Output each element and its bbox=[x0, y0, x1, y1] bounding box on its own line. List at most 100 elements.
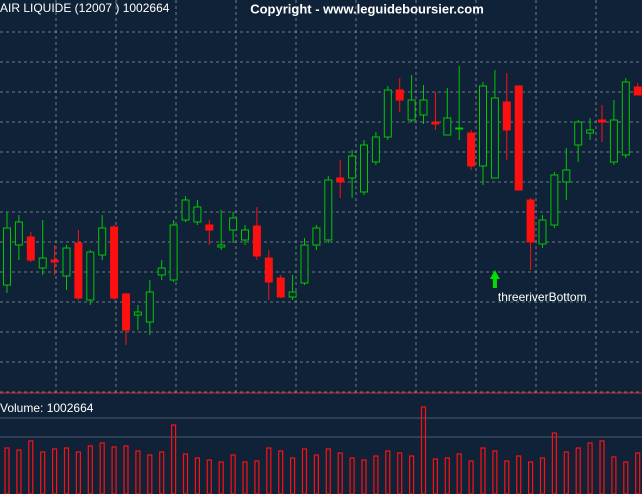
volume-bar bbox=[409, 455, 415, 494]
volume-bar bbox=[75, 451, 82, 494]
volume-bar bbox=[599, 440, 605, 494]
candle-body bbox=[419, 99, 428, 116]
candle-body bbox=[38, 257, 47, 269]
volume-bar bbox=[551, 432, 558, 494]
volume-bar bbox=[325, 448, 331, 494]
candle-body bbox=[264, 257, 273, 283]
volume-bar bbox=[492, 450, 498, 494]
candle-body bbox=[133, 311, 142, 316]
annotation: threeriverBottom bbox=[498, 290, 587, 304]
volume-bar bbox=[587, 442, 593, 494]
candle-body bbox=[360, 144, 368, 193]
volume-bar bbox=[444, 457, 450, 494]
candle-body bbox=[443, 117, 452, 136]
volume-label: Volume: 1002664 bbox=[0, 401, 94, 415]
volume-bar bbox=[290, 457, 296, 494]
volume-bar bbox=[182, 453, 189, 494]
candle-body bbox=[336, 177, 345, 183]
volume-bar bbox=[397, 452, 403, 494]
volume-bar bbox=[87, 445, 93, 494]
volume-bar bbox=[468, 460, 474, 494]
volume-bar bbox=[230, 454, 236, 494]
candle-body bbox=[62, 247, 71, 277]
volume-bar bbox=[123, 445, 129, 494]
candle-body bbox=[514, 85, 523, 191]
volume-bar bbox=[28, 440, 34, 494]
instrument-label: AIR LIQUIDE (12007 ) 1002664 bbox=[0, 1, 170, 15]
volume-bar bbox=[480, 447, 486, 494]
volume-bar bbox=[611, 456, 617, 494]
volume-bar bbox=[171, 424, 177, 494]
candle-body bbox=[574, 121, 583, 146]
volume-bar bbox=[420, 406, 427, 494]
volume-bar bbox=[504, 460, 510, 494]
volume-bar bbox=[40, 451, 46, 494]
candle-body bbox=[598, 119, 606, 123]
volume-bar bbox=[432, 458, 438, 494]
candle-body bbox=[26, 236, 35, 261]
candle-body bbox=[562, 169, 571, 183]
volume-bar bbox=[194, 457, 200, 494]
candle-body bbox=[241, 229, 249, 241]
volume-bar bbox=[539, 457, 546, 494]
volume-bar bbox=[206, 459, 212, 494]
volume-bar bbox=[301, 448, 308, 494]
candle-body bbox=[3, 227, 11, 286]
candle-body bbox=[550, 174, 559, 226]
candle-body bbox=[193, 206, 202, 223]
candle-body bbox=[609, 119, 618, 163]
volume-bar bbox=[51, 448, 58, 494]
candle-body bbox=[383, 89, 392, 138]
candle-body bbox=[14, 221, 23, 246]
candle-body bbox=[145, 291, 154, 323]
volume-bar bbox=[516, 455, 522, 494]
volume-bar bbox=[313, 454, 319, 494]
volume-bar bbox=[575, 447, 581, 494]
volume-bar bbox=[527, 461, 534, 494]
volume-bar bbox=[218, 461, 224, 494]
volume-bar bbox=[563, 451, 569, 494]
signal-arrow bbox=[489, 270, 500, 288]
volume-bar bbox=[278, 450, 284, 494]
candle-body bbox=[455, 127, 464, 130]
volume-bar bbox=[623, 461, 629, 494]
candle-body bbox=[74, 242, 83, 299]
volume-bar bbox=[16, 449, 22, 494]
volume-bar bbox=[373, 455, 379, 494]
candle-body bbox=[50, 259, 59, 263]
candle-body bbox=[348, 155, 357, 179]
volume-bar bbox=[159, 451, 165, 494]
candle-body bbox=[538, 219, 547, 245]
volume-bar bbox=[111, 446, 117, 494]
candle-body bbox=[122, 293, 130, 331]
candle-body bbox=[633, 86, 642, 96]
candle-body bbox=[407, 99, 416, 121]
volume-bar bbox=[361, 459, 367, 494]
candle-body bbox=[312, 227, 321, 246]
volume-bar bbox=[337, 452, 343, 494]
candle-body bbox=[110, 226, 119, 299]
volume-bar bbox=[99, 442, 105, 494]
candle-body bbox=[395, 89, 404, 101]
candle-body bbox=[526, 199, 535, 243]
candle-body bbox=[205, 224, 214, 231]
volume-bar bbox=[135, 450, 141, 494]
candle-body bbox=[276, 277, 285, 298]
volume-bar bbox=[635, 452, 641, 494]
candle-body bbox=[467, 132, 476, 167]
volume-bar bbox=[242, 461, 248, 494]
candle-body bbox=[288, 291, 297, 298]
candle-body bbox=[86, 251, 95, 301]
candle-body bbox=[479, 85, 487, 167]
volume-bar bbox=[349, 457, 355, 494]
candle-body bbox=[490, 97, 499, 179]
candle-body bbox=[324, 179, 333, 241]
candle-body bbox=[217, 244, 226, 248]
candle-body bbox=[621, 81, 630, 156]
volume-bar bbox=[266, 447, 272, 494]
volume-bar bbox=[147, 454, 153, 494]
candle-body bbox=[181, 199, 190, 221]
candle-body bbox=[229, 217, 238, 231]
